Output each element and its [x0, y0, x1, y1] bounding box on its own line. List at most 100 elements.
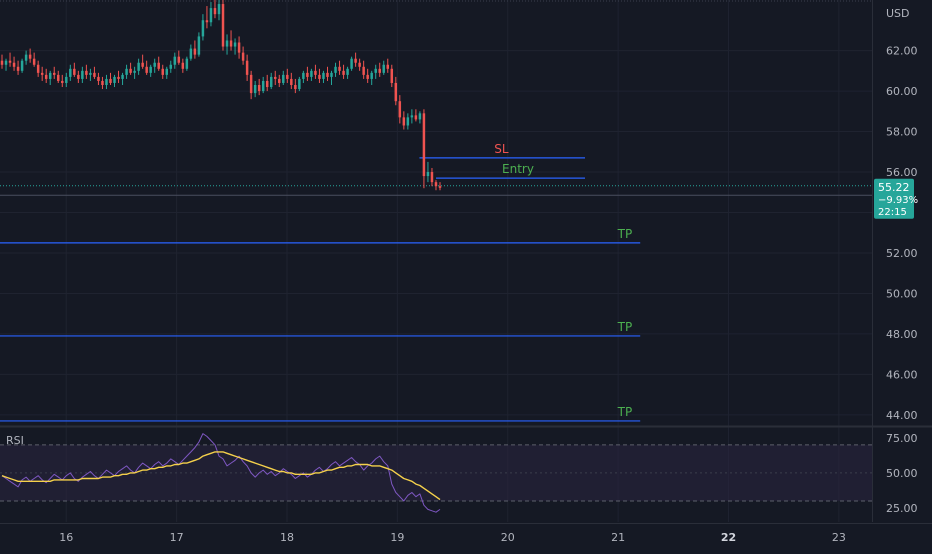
level-label-tp: TP [617, 320, 633, 334]
candle-body [398, 101, 402, 118]
price-badge-value: 55.22 [878, 181, 910, 194]
candle-body [225, 40, 229, 47]
candle-body [129, 68, 132, 73]
candle-body [394, 82, 398, 102]
candle-body [69, 68, 72, 77]
price-badge-countdown: 22:15 [878, 207, 907, 218]
candle-body [362, 66, 365, 75]
candle-body [249, 74, 253, 94]
y-tick-label: 56.00 [886, 166, 918, 179]
candle-body [153, 62, 156, 67]
candle-body [77, 74, 80, 79]
x-tick-label: 21 [611, 531, 625, 544]
candle-body [161, 68, 164, 75]
candle-body [48, 72, 52, 79]
candle-body [177, 56, 181, 63]
y-tick-label: 58.00 [886, 126, 918, 139]
candle-body [157, 62, 160, 69]
y-tick-label: 46.00 [886, 368, 918, 381]
y-tick-label: 44.00 [886, 409, 918, 422]
candle-body [12, 62, 16, 67]
candle-body [274, 76, 277, 79]
candle-body [97, 76, 100, 81]
x-tick-label: 23 [832, 531, 846, 544]
candle-body [366, 74, 369, 79]
candle-body [125, 68, 128, 75]
x-tick-label: 19 [390, 531, 404, 544]
candle-body [422, 113, 426, 177]
candle-body [105, 78, 108, 85]
candle-body [253, 85, 257, 94]
candle-body [358, 62, 361, 67]
price-badge [874, 178, 914, 219]
y-tick-label: 50.00 [886, 287, 918, 300]
candle-body [378, 68, 381, 73]
rsi-line [1, 433, 441, 513]
candle-body [414, 115, 418, 120]
candle-body [121, 74, 124, 79]
y-tick-label: 52.00 [886, 247, 918, 260]
candle-body [382, 64, 385, 73]
candle-body [430, 172, 434, 183]
candle-body [185, 58, 189, 69]
candle-body [65, 76, 68, 83]
candle-body [330, 72, 333, 77]
candle-body [410, 115, 414, 118]
y-tick-label: 60.00 [886, 85, 918, 98]
candle-body [24, 54, 28, 61]
candle-body [44, 74, 48, 79]
candle-body [193, 48, 197, 55]
candle-body [0, 60, 4, 65]
level-label-tp: TP [617, 405, 633, 419]
candle-body [269, 76, 273, 88]
candle-body [169, 64, 173, 69]
candle-body [402, 117, 406, 126]
candle-body [40, 72, 44, 75]
candle-body [113, 76, 116, 83]
candle-body [229, 40, 233, 47]
candle-body [245, 60, 249, 75]
x-tick-label: 22 [721, 531, 736, 544]
candle-body [16, 66, 20, 71]
candle-body [334, 66, 337, 73]
rsi-tick-label: 50.00 [886, 467, 918, 480]
candle-body [133, 70, 136, 73]
candle-body [241, 52, 245, 61]
candle-body [36, 64, 40, 73]
candle-body [286, 74, 289, 79]
candle-body [117, 76, 120, 79]
candle-body [278, 78, 281, 83]
candle-body [326, 72, 329, 77]
candle-body [141, 62, 144, 67]
candle-body [52, 72, 56, 75]
candle-body [181, 62, 185, 69]
candle-body [370, 72, 373, 79]
candle-body [294, 85, 297, 90]
candle-body [298, 78, 301, 90]
candle-body [197, 36, 201, 55]
rsi-tick-label: 75.00 [886, 432, 918, 445]
candle-body [213, 8, 217, 15]
candle-body [73, 68, 76, 75]
candle-body [57, 74, 60, 81]
candle-body [93, 72, 96, 77]
candle-body [237, 42, 241, 53]
price-badge-change: −9.93% [878, 195, 918, 206]
candle-body [438, 186, 442, 188]
candle-body [426, 172, 430, 177]
x-tick-label: 18 [280, 531, 294, 544]
candle-body [189, 48, 193, 59]
x-tick-label: 20 [501, 531, 515, 544]
candle-body [374, 68, 377, 73]
candle-body [165, 68, 168, 75]
candle-body [4, 60, 8, 65]
candle-body [386, 64, 390, 69]
candle-body [346, 68, 349, 75]
candle-body [310, 70, 313, 77]
candle-body [201, 20, 205, 37]
candle-body [20, 60, 24, 71]
candle-body [354, 58, 357, 63]
candle-body [8, 60, 12, 63]
